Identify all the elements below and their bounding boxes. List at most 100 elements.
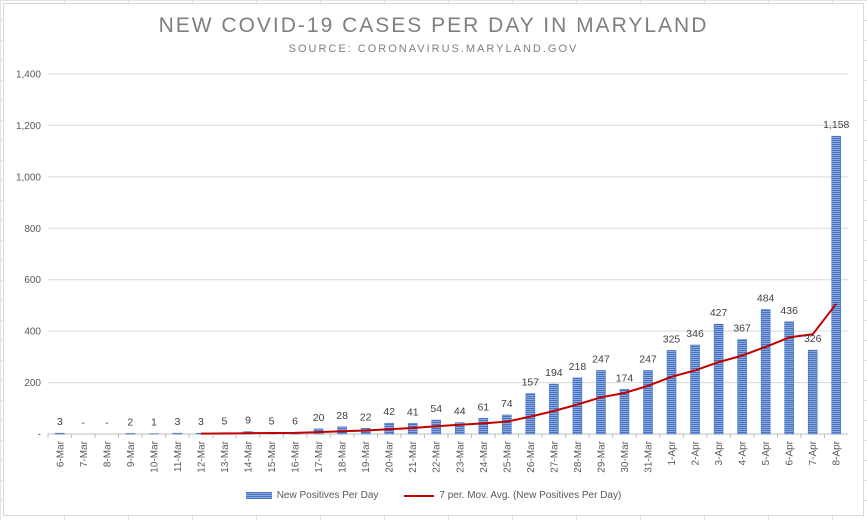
data-label: 74 [501, 398, 513, 410]
data-label: 436 [780, 305, 798, 317]
data-label: 28 [336, 410, 348, 422]
x-tick-label: 6-Mar [55, 440, 66, 467]
x-tick-label: 22-Mar [432, 440, 443, 472]
legend-label-bars: New Positives Per Day [276, 490, 379, 501]
data-label: 9 [245, 415, 251, 427]
legend-bar-swatch [245, 492, 272, 499]
data-label: 427 [710, 307, 728, 319]
x-tick-label: 1-Apr [667, 440, 678, 465]
data-label: 54 [430, 403, 442, 415]
data-label: 5 [269, 416, 275, 428]
x-tick-label: 14-Mar [244, 440, 255, 472]
data-label: 2 [127, 416, 133, 428]
data-label: 41 [407, 406, 419, 418]
x-tick-label: 2-Apr [691, 440, 702, 465]
data-label: 247 [639, 353, 657, 365]
y-tick-label: 200 [24, 378, 41, 389]
y-tick-label: 1,400 [16, 70, 41, 81]
data-label: 5 [222, 416, 228, 428]
data-label: 61 [477, 401, 489, 413]
data-label: 346 [686, 328, 704, 340]
legend-item-bars[interactable]: New Positives Per Day [245, 490, 379, 501]
chart-subtitle: SOURCE: CORONAVIRUS.MARYLAND.GOV [288, 43, 579, 55]
x-tick-label: 12-Mar [196, 440, 207, 472]
y-tick-label: - [38, 430, 41, 441]
bar [125, 433, 136, 435]
bar [525, 393, 536, 435]
data-label: 247 [592, 353, 610, 365]
x-tick-label: 8-Mar [102, 440, 113, 467]
data-label: 326 [804, 333, 822, 345]
data-label: 20 [313, 412, 325, 424]
bar [831, 135, 842, 435]
bar [619, 388, 630, 435]
y-tick-label: 400 [24, 327, 41, 338]
legend-item-line[interactable]: 7 per. Mov. Avg. (New Positives Per Day) [404, 490, 621, 501]
x-tick-label: 11-Mar [173, 440, 184, 472]
chart-title: NEW COVID-19 CASES PER DAY IN MARYLAND [158, 14, 709, 37]
data-label: 6 [292, 415, 298, 427]
x-tick-label: 21-Mar [408, 440, 419, 472]
data-label: 325 [663, 333, 681, 345]
x-tick-label: 3-Apr [714, 440, 725, 465]
bar [643, 370, 653, 435]
data-label: 42 [383, 406, 395, 418]
x-tick-label: 29-Mar [596, 440, 607, 472]
bar [690, 344, 700, 435]
bar [784, 321, 794, 435]
x-tick-label: 27-Mar [549, 440, 560, 472]
x-tick-label: 25-Mar [502, 440, 513, 472]
x-tick-label: 10-Mar [149, 440, 160, 472]
x-tick-label: 7-Mar [79, 440, 90, 467]
x-tick-label: 26-Mar [526, 440, 537, 472]
x-tick-label: 16-Mar [291, 440, 302, 472]
legend-line-swatch [404, 494, 435, 497]
y-tick-label: 1,000 [16, 172, 41, 183]
y-tick-label: 800 [24, 224, 41, 235]
bar [596, 370, 606, 435]
x-tick-label: 17-Mar [314, 440, 325, 472]
y-tick-label: 600 [24, 275, 41, 286]
data-label: 1,158 [823, 119, 849, 131]
x-tick-label: 7-Apr [808, 440, 819, 465]
x-tick-label: 31-Mar [644, 440, 655, 472]
data-label: 218 [569, 361, 587, 373]
data-label: 174 [616, 372, 634, 384]
bar [549, 383, 559, 435]
bar [760, 309, 771, 435]
x-tick-label: 8-Apr [832, 440, 843, 465]
data-label: 3 [57, 416, 63, 428]
data-label: - [105, 417, 109, 429]
x-tick-label: 13-Mar [220, 440, 231, 472]
bar [713, 323, 724, 435]
data-label: 194 [545, 367, 563, 379]
data-label: - [82, 417, 86, 429]
legend-label-line: 7 per. Mov. Avg. (New Positives Per Day) [439, 490, 622, 501]
x-tick-label: 20-Mar [385, 440, 396, 472]
moving-average-line [200, 303, 837, 435]
data-label: 367 [733, 323, 751, 335]
bar [502, 414, 512, 435]
bar [737, 339, 747, 435]
x-tick-label: 24-Mar [479, 440, 490, 472]
bar [172, 432, 183, 435]
x-tick-label: 6-Apr [785, 440, 796, 465]
data-label: 484 [757, 293, 775, 305]
x-tick-label: 15-Mar [267, 440, 278, 472]
x-tick-label: 9-Mar [126, 440, 137, 467]
bar [807, 349, 818, 435]
data-label: 44 [454, 406, 466, 418]
x-tick-label: 30-Mar [620, 440, 631, 472]
x-tick-label: 23-Mar [455, 440, 466, 472]
bar [454, 422, 465, 435]
legend: New Positives Per Day 7 per. Mov. Avg. (… [0, 490, 867, 501]
x-tick-label: 19-Mar [361, 440, 372, 472]
data-label: 3 [198, 416, 204, 428]
data-label: 3 [174, 416, 180, 428]
x-tick-label: 5-Apr [761, 440, 772, 465]
data-label: 1 [151, 417, 157, 429]
data-label: 157 [522, 377, 540, 389]
bar [54, 432, 65, 435]
x-tick-label: 18-Mar [338, 440, 349, 472]
